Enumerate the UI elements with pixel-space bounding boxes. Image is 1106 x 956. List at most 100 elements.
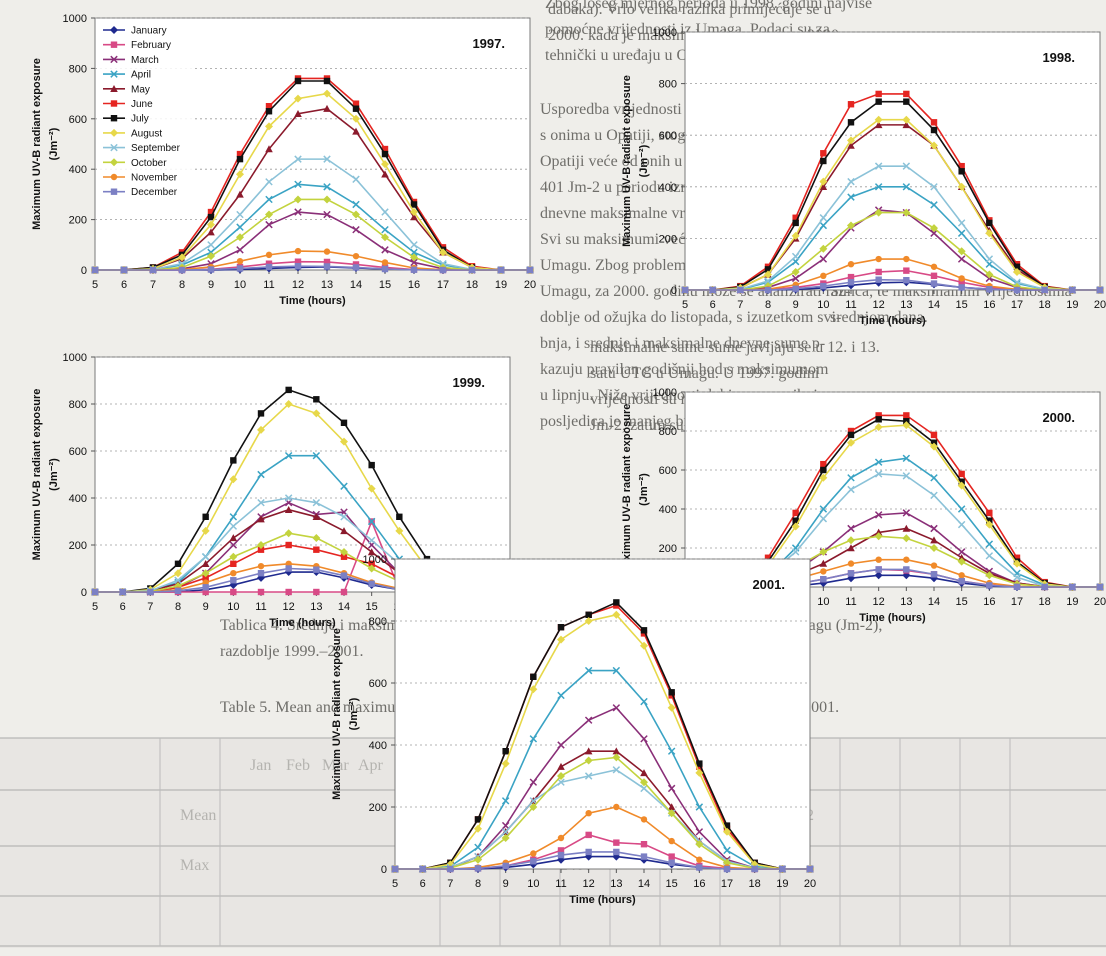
data-point — [612, 747, 621, 755]
data-point — [530, 858, 537, 865]
data-point — [986, 509, 993, 517]
data-point — [875, 255, 882, 263]
x-tick-label: 10 — [234, 279, 246, 291]
data-point — [340, 553, 348, 560]
data-point — [265, 122, 273, 131]
data-point — [874, 458, 883, 466]
data-point — [668, 853, 675, 860]
data-point — [957, 520, 966, 529]
data-point — [557, 691, 565, 700]
y-tick-label: 800 — [659, 426, 677, 438]
y-axis-label: Maximum UV-B radiant exposure — [31, 389, 43, 561]
x-tick-label: 12 — [873, 299, 885, 311]
legend-label: April — [131, 70, 151, 81]
y-tick-label: 600 — [69, 114, 87, 126]
data-point — [257, 410, 265, 417]
data-point — [930, 544, 938, 552]
data-point — [737, 286, 744, 294]
data-point — [874, 470, 883, 478]
data-point — [640, 769, 648, 777]
data-point — [367, 484, 376, 493]
data-point — [381, 225, 389, 234]
data-point — [1013, 286, 1021, 294]
x-tick-label: 20 — [524, 279, 536, 291]
data-point — [958, 577, 965, 585]
data-point — [847, 536, 855, 545]
data-point — [501, 759, 510, 768]
x-tick-label: 20 — [1094, 299, 1106, 311]
data-point — [395, 526, 404, 535]
data-point — [502, 748, 509, 755]
data-point — [612, 704, 621, 712]
data-point — [930, 201, 938, 209]
data-point — [709, 286, 716, 294]
data-point — [820, 272, 827, 280]
data-point — [323, 77, 331, 85]
data-point — [1013, 559, 1021, 568]
data-point — [174, 569, 182, 578]
x-tick-label: 10 — [817, 299, 829, 311]
data-point — [612, 753, 621, 762]
legend-item-may: May — [103, 84, 150, 95]
data-point — [91, 266, 99, 274]
data-point — [585, 848, 592, 856]
data-point — [352, 114, 360, 123]
data-point — [557, 847, 565, 854]
data-point — [1013, 573, 1021, 581]
data-point — [1069, 286, 1076, 294]
background-text-line: doblje od ožujka do listopada, s izuzetk… — [540, 309, 841, 326]
data-point — [265, 260, 273, 267]
data-point — [930, 272, 938, 280]
data-point — [474, 816, 482, 823]
x-tick-label: 11 — [263, 279, 274, 291]
data-point — [265, 220, 273, 229]
data-point — [367, 548, 376, 556]
data-point — [207, 266, 215, 273]
data-point — [178, 266, 186, 274]
data-point — [681, 286, 689, 294]
chart-svg: 0200400600800100056789101112131415161718… — [621, 387, 1106, 624]
data-point — [723, 827, 731, 836]
data-point — [323, 263, 331, 270]
y-tick-label: 200 — [659, 543, 677, 555]
legend-item-september: September — [103, 143, 181, 154]
legend-item-january: January — [103, 26, 167, 37]
x-tick-label: 14 — [928, 299, 940, 311]
data-point — [352, 127, 360, 135]
data-point — [352, 105, 360, 112]
data-point — [819, 255, 828, 263]
x-tick-label: 18 — [749, 878, 761, 890]
data-point — [847, 136, 855, 145]
data-point — [640, 816, 648, 823]
data-point — [874, 121, 883, 129]
data-point — [792, 219, 799, 227]
data-point — [847, 544, 855, 552]
data-point — [391, 865, 399, 873]
data-point — [207, 252, 215, 261]
data-point — [791, 522, 800, 531]
y-tick-label: 600 — [659, 130, 677, 142]
data-point — [667, 803, 676, 811]
x-tick-label: 13 — [321, 279, 333, 291]
data-point — [930, 119, 938, 126]
x-tick-label: 18 — [1039, 299, 1051, 311]
chart-title: 1997. — [472, 36, 505, 51]
data-point — [723, 865, 731, 873]
data-point — [530, 850, 537, 857]
x-tick-label: 18 — [1039, 596, 1051, 608]
data-point — [1096, 583, 1104, 591]
data-point — [474, 865, 482, 872]
data-point — [236, 150, 244, 158]
data-point — [110, 41, 118, 48]
x-tick-label: 11 — [845, 299, 856, 311]
y-tick-label: 800 — [659, 79, 677, 91]
data-point — [640, 841, 648, 848]
data-point — [257, 588, 265, 596]
data-point — [312, 409, 321, 418]
data-point — [958, 162, 965, 170]
data-point — [613, 599, 620, 606]
data-point — [585, 611, 592, 618]
data-point — [874, 208, 883, 217]
